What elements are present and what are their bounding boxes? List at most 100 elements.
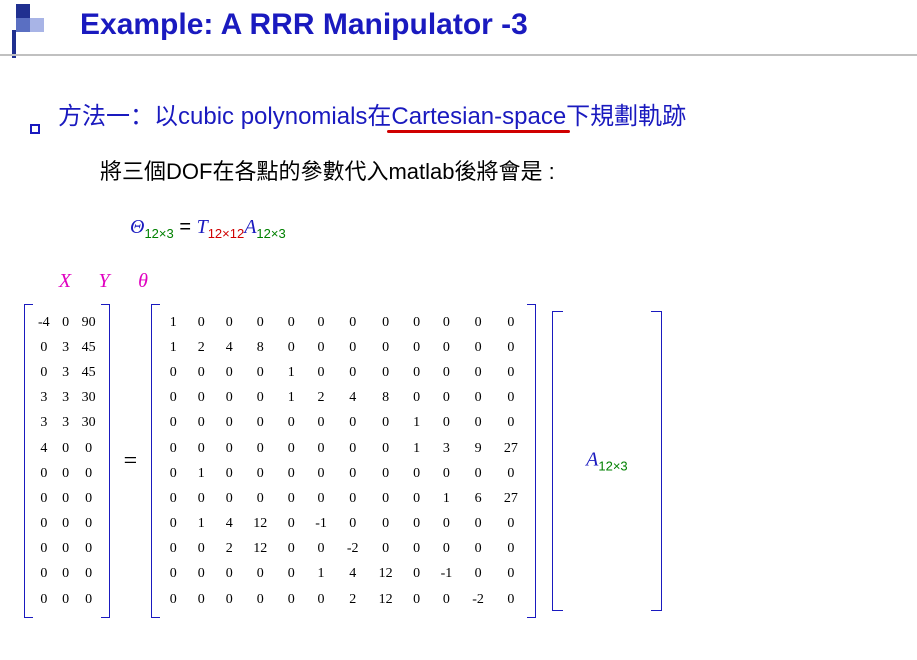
- matrix-cell: 1: [431, 486, 463, 511]
- matrix-cell: 0: [159, 587, 187, 612]
- matrix-cell: 0: [215, 436, 243, 461]
- matrix-cell: 0: [305, 587, 337, 612]
- matrix-cell: 0: [277, 335, 305, 360]
- matrix-cell: 0: [277, 537, 305, 562]
- matrix-cell: 0: [369, 461, 403, 486]
- matrix-cell: 0: [305, 486, 337, 511]
- matrix-cell: 0: [431, 411, 463, 436]
- A-matrix-label: A12×3: [586, 449, 628, 474]
- A-subscript: 12×3: [256, 226, 285, 241]
- matrix-cell: 0: [32, 360, 56, 385]
- matrix-cell: 1: [159, 335, 187, 360]
- matrix-cell: 0: [187, 486, 215, 511]
- T-matrix: 1000000000001248000000000000100000000000…: [155, 304, 532, 618]
- bullet-underlined: Cartesian-space: [391, 103, 566, 130]
- matrix-cell: 0: [32, 512, 56, 537]
- matrix-cell: 8: [369, 386, 403, 411]
- matrix-cell: 0: [187, 537, 215, 562]
- matrix-cell: 0: [159, 512, 187, 537]
- A-symbol: A: [244, 216, 256, 238]
- matrix-cell: 0: [305, 335, 337, 360]
- matrix-cell: 0: [243, 436, 277, 461]
- matrix-cell: 0: [243, 562, 277, 587]
- matrix-cell: 3: [431, 436, 463, 461]
- matrix-cell: 0: [403, 461, 431, 486]
- matrix-cell: 0: [187, 360, 215, 385]
- matrix-cell: 0: [76, 486, 102, 511]
- matrix-cell: 0: [159, 360, 187, 385]
- header-divider: [0, 54, 917, 56]
- matrix-cell: 45: [76, 360, 102, 385]
- A-matrix: A12×3: [552, 311, 662, 611]
- matrix-cell: 0: [494, 512, 528, 537]
- matrix-cell: 0: [337, 512, 369, 537]
- slide-header: Example: A RRR Manipulator -3: [0, 0, 917, 60]
- matrix-cell: 0: [215, 486, 243, 511]
- matrix-cell: 0: [462, 562, 494, 587]
- matrix-cell: 0: [76, 537, 102, 562]
- matrix-cell: 0: [243, 386, 277, 411]
- matrix-cell: 0: [337, 411, 369, 436]
- matrix-cell: 3: [56, 386, 76, 411]
- matrix-cell: 0: [243, 360, 277, 385]
- matrix-cell: 2: [215, 537, 243, 562]
- matrix-cell: 0: [494, 360, 528, 385]
- matrix-cell: 0: [337, 310, 369, 335]
- matrix-cell: 0: [187, 310, 215, 335]
- matrix-cell: 0: [187, 562, 215, 587]
- matrix-cell: 0: [369, 335, 403, 360]
- bullet-mid2: 在: [367, 103, 391, 130]
- matrix-cell: 12: [369, 587, 403, 612]
- equals-sign: =: [124, 448, 138, 475]
- matrix-cell: 0: [462, 537, 494, 562]
- matrix-cell: 0: [462, 310, 494, 335]
- matrix-cell: 1: [403, 436, 431, 461]
- matrix-cell: 45: [76, 335, 102, 360]
- matrix-cell: 30: [76, 411, 102, 436]
- matrix-cell: 0: [403, 386, 431, 411]
- matrix-cell: 0: [159, 461, 187, 486]
- matrix-cell: 2: [337, 587, 369, 612]
- matrix-cell: 0: [494, 310, 528, 335]
- matrix-cell: 0: [305, 436, 337, 461]
- matrix-cell: 0: [403, 335, 431, 360]
- X-label: X: [48, 270, 82, 293]
- matrix-cell: 0: [215, 411, 243, 436]
- matrix-cell: 4: [32, 436, 56, 461]
- bullet-square-icon: [30, 124, 40, 134]
- matrix-cell: 9: [462, 436, 494, 461]
- A-matrix-symbol: A: [586, 449, 598, 471]
- matrix-cell: 0: [305, 360, 337, 385]
- matrix-cell: 0: [159, 562, 187, 587]
- matrix-cell: 0: [215, 360, 243, 385]
- matrix-cell: 0: [159, 537, 187, 562]
- matrix-cell: 0: [403, 486, 431, 511]
- matrix-cell: 0: [462, 512, 494, 537]
- theta-matrix: -409003450345333033304000000000000000000…: [28, 304, 106, 618]
- matrix-equation: -409003450345333033304000000000000000000…: [28, 304, 662, 618]
- matrix-cell: 0: [32, 335, 56, 360]
- matrix-cell: 0: [243, 310, 277, 335]
- matrix-cell: 0: [215, 461, 243, 486]
- matrix-cell: 0: [277, 310, 305, 335]
- matrix-cell: 0: [76, 587, 102, 612]
- matrix-cell: 0: [403, 360, 431, 385]
- matrix-cell: 0: [369, 486, 403, 511]
- matrix-cell: 0: [277, 461, 305, 486]
- T-matrix-table: 1000000000001248000000000000100000000000…: [159, 310, 528, 612]
- matrix-cell: 0: [369, 512, 403, 537]
- matrix-cell: 0: [76, 461, 102, 486]
- matrix-cell: 0: [277, 587, 305, 612]
- matrix-cell: 3: [56, 335, 76, 360]
- matrix-cell: 90: [76, 310, 102, 335]
- matrix-cell: 3: [56, 360, 76, 385]
- matrix-cell: 0: [462, 360, 494, 385]
- matrix-cell: 3: [56, 411, 76, 436]
- matrix-cell: 0: [462, 461, 494, 486]
- matrix-cell: 4: [337, 562, 369, 587]
- matrix-cell: 12: [243, 537, 277, 562]
- matrix-cell: 0: [56, 461, 76, 486]
- matrix-cell: 0: [159, 486, 187, 511]
- slide-title: Example: A RRR Manipulator -3: [80, 8, 528, 42]
- matrix-cell: 0: [403, 562, 431, 587]
